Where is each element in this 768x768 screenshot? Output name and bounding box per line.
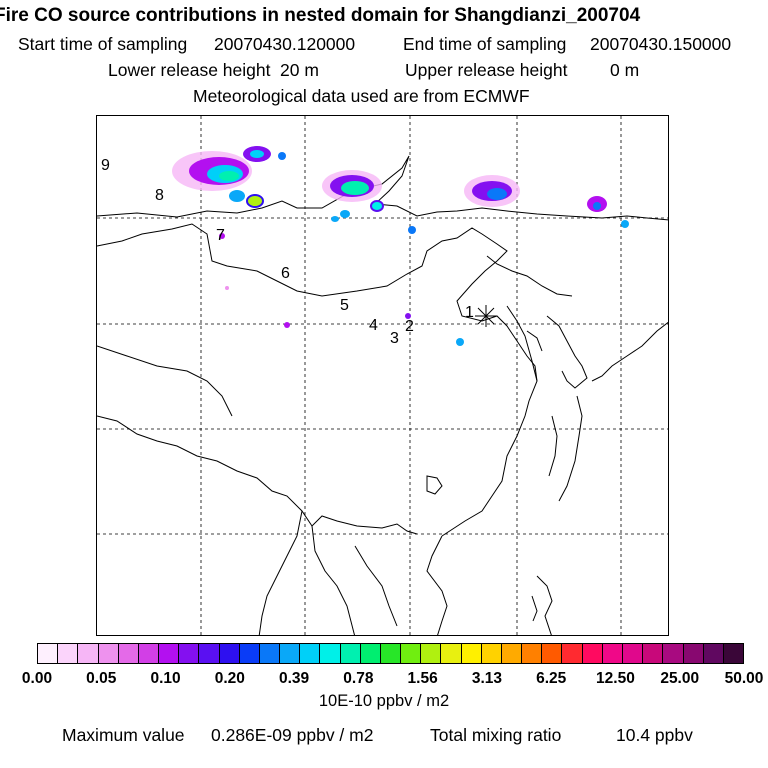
lower-value: 20 m	[280, 60, 319, 80]
total-mixing-value: 10.4 ppbv	[616, 725, 693, 745]
end-value: 20070430.150000	[590, 34, 732, 54]
asterisk-marker	[475, 305, 497, 327]
traj-label-1: 1	[465, 304, 474, 321]
color-swatch	[38, 644, 59, 663]
color-swatch	[602, 644, 623, 663]
traj-label-9: 9	[101, 157, 110, 174]
color-scale-tick-label: 0.39	[278, 670, 310, 687]
color-swatch	[622, 644, 644, 663]
max-value: 0.286E-09 ppbv / m2	[211, 725, 374, 745]
color-scale-tick-label: 3.13	[471, 670, 502, 687]
color-swatch	[703, 644, 724, 663]
color-swatch	[441, 644, 462, 663]
color-scale-bar	[37, 643, 744, 664]
color-scale-tick-label: 0.00	[21, 670, 53, 687]
color-scale-tick-label: 0.78	[343, 670, 374, 687]
color-swatch	[643, 644, 664, 663]
trajectory-labels: 1 2 3 4 5 6 7 8 9	[101, 157, 474, 347]
color-swatch	[683, 644, 704, 663]
color-swatch	[582, 644, 603, 663]
color-swatch	[481, 644, 502, 663]
color-swatch	[239, 644, 260, 663]
traj-label-8: 8	[155, 187, 164, 204]
color-swatch	[663, 644, 684, 663]
color-swatch	[159, 644, 180, 663]
map-panel: 1 2 3 4 5 6 7 8 9	[96, 115, 669, 636]
color-swatch	[542, 644, 563, 663]
coastlines-borders	[97, 155, 668, 635]
color-swatch	[179, 644, 200, 663]
color-swatch	[300, 644, 321, 663]
color-scale-unit: 10E-10 ppbv / m2	[318, 692, 450, 710]
max-value-label: Maximum value	[62, 725, 185, 745]
color-swatch	[522, 644, 543, 663]
meteo-text: Meteorological data used are from ECMWF	[193, 86, 530, 106]
start-value: 20070430.120000	[214, 34, 356, 54]
traj-label-7: 7	[216, 227, 225, 244]
lower-label: Lower release height	[108, 60, 271, 80]
upper-value: 0 m	[610, 60, 640, 80]
color-scale-tick-label: 0.20	[214, 670, 245, 687]
total-mixing-label: Total mixing ratio	[430, 725, 562, 745]
color-swatch	[199, 644, 220, 663]
color-scale-tick-label: 25.00	[660, 670, 700, 687]
color-swatch	[219, 644, 240, 663]
traj-label-2: 2	[405, 318, 414, 335]
color-swatch	[259, 644, 281, 663]
color-swatch	[280, 644, 301, 663]
color-swatch	[118, 644, 139, 663]
fire-source-field	[172, 146, 629, 346]
traj-label-6: 6	[281, 265, 290, 282]
color-swatch	[58, 644, 79, 663]
color-swatch	[320, 644, 341, 663]
color-swatch	[401, 644, 422, 663]
color-scale-tick-label: 0.10	[150, 670, 181, 687]
color-scale-tick-label: 1.56	[407, 670, 438, 687]
color-swatch	[461, 644, 482, 663]
end-label: End time of sampling	[403, 34, 567, 54]
color-swatch	[138, 644, 160, 663]
color-swatch	[78, 644, 99, 663]
color-scale-tick-label: 0.05	[86, 670, 117, 687]
color-swatch	[562, 644, 583, 663]
start-label: Start time of sampling	[18, 34, 188, 54]
color-swatch	[98, 644, 119, 663]
color-swatch	[723, 644, 744, 663]
color-scale-ticks: 0.00 0.05 0.10 0.20 0.39 0.78 1.56 3.13 6.25 12.5…	[0, 670, 768, 690]
color-swatch	[360, 644, 381, 663]
color-swatch	[340, 644, 361, 663]
color-scale-tick-label: 12.50	[596, 670, 635, 687]
traj-label-5: 5	[340, 297, 349, 314]
plot-title: Fire CO source contributions in nested d…	[0, 5, 641, 26]
map-canvas: 1 2 3 4 5 6 7 8 9	[97, 116, 668, 635]
color-swatch	[380, 644, 402, 663]
color-scale-tick-label: 50.00	[724, 670, 764, 687]
traj-label-4: 4	[369, 317, 378, 334]
color-scale-tick-label: 6.25	[536, 670, 567, 687]
traj-label-3: 3	[390, 330, 399, 347]
upper-label: Upper release height	[405, 60, 568, 80]
lat-lon-grid	[97, 116, 668, 635]
color-swatch	[501, 644, 523, 663]
color-swatch	[421, 644, 442, 663]
